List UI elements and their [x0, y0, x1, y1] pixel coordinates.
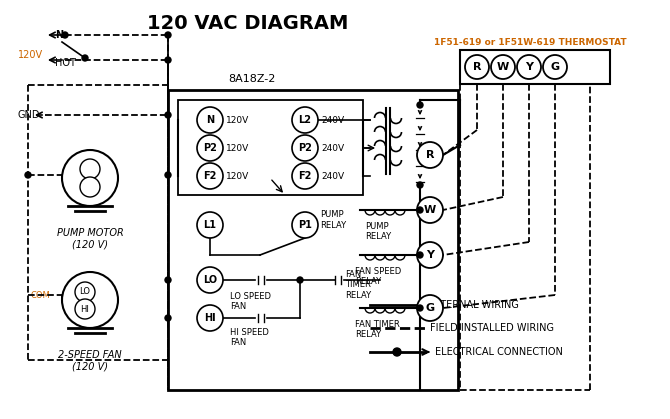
Text: L2: L2 — [299, 115, 312, 125]
Circle shape — [417, 295, 443, 321]
Text: W: W — [424, 205, 436, 215]
Text: L1: L1 — [204, 220, 216, 230]
Circle shape — [543, 55, 567, 79]
Circle shape — [197, 212, 223, 238]
Circle shape — [417, 242, 443, 268]
Text: FIELD INSTALLED WIRING: FIELD INSTALLED WIRING — [430, 323, 554, 333]
Text: 120V: 120V — [226, 171, 249, 181]
Circle shape — [417, 207, 423, 213]
Text: R: R — [473, 62, 481, 72]
Circle shape — [75, 299, 95, 319]
Circle shape — [62, 150, 118, 206]
Circle shape — [393, 348, 401, 356]
Circle shape — [197, 135, 223, 161]
Circle shape — [491, 55, 515, 79]
Text: N: N — [55, 30, 63, 40]
Text: FAN
TIMER
RELAY: FAN TIMER RELAY — [345, 270, 371, 300]
Circle shape — [292, 212, 318, 238]
Circle shape — [417, 305, 423, 311]
Text: G: G — [551, 62, 559, 72]
Text: PUMP MOTOR
(120 V): PUMP MOTOR (120 V) — [57, 228, 123, 250]
Circle shape — [165, 315, 171, 321]
Circle shape — [62, 32, 68, 38]
Circle shape — [197, 163, 223, 189]
Text: PUMP
RELAY: PUMP RELAY — [320, 210, 346, 230]
Text: 120V: 120V — [226, 143, 249, 153]
Text: F2: F2 — [298, 171, 312, 181]
Text: 2-SPEED FAN
(120 V): 2-SPEED FAN (120 V) — [58, 350, 122, 372]
Text: HI: HI — [204, 313, 216, 323]
Text: LO: LO — [203, 275, 217, 285]
Text: F2: F2 — [203, 171, 216, 181]
Circle shape — [292, 107, 318, 133]
Circle shape — [197, 305, 223, 331]
Circle shape — [292, 163, 318, 189]
Text: 240V: 240V — [321, 171, 344, 181]
Bar — [460, 50, 610, 84]
Text: INTERNAL WIRING: INTERNAL WIRING — [430, 300, 519, 310]
Text: 1F51-619 or 1F51W-619 THERMOSTAT: 1F51-619 or 1F51W-619 THERMOSTAT — [433, 38, 626, 47]
Bar — [168, 90, 458, 390]
Text: 240V: 240V — [321, 116, 344, 124]
Circle shape — [80, 177, 100, 197]
Text: ELECTRICAL CONNECTION: ELECTRICAL CONNECTION — [435, 347, 563, 357]
Text: Y: Y — [525, 62, 533, 72]
Circle shape — [80, 159, 100, 179]
Text: R: R — [425, 150, 434, 160]
Circle shape — [165, 112, 171, 118]
Text: COM: COM — [30, 290, 50, 300]
Text: 120V: 120V — [18, 50, 43, 60]
Text: P1: P1 — [298, 220, 312, 230]
Circle shape — [465, 55, 489, 79]
Circle shape — [517, 55, 541, 79]
Circle shape — [75, 282, 95, 302]
Text: 120 VAC DIAGRAM: 120 VAC DIAGRAM — [147, 14, 348, 33]
Circle shape — [165, 57, 171, 63]
Circle shape — [417, 142, 443, 168]
Text: HOT: HOT — [55, 58, 76, 68]
Text: PUMP
RELAY: PUMP RELAY — [365, 222, 391, 241]
Circle shape — [62, 272, 118, 328]
Text: 240V: 240V — [321, 143, 344, 153]
Circle shape — [292, 135, 318, 161]
Text: Y: Y — [426, 250, 434, 260]
Text: 120V: 120V — [226, 116, 249, 124]
Circle shape — [165, 172, 171, 178]
Circle shape — [417, 197, 443, 223]
Text: GND: GND — [18, 110, 40, 120]
Circle shape — [25, 172, 31, 178]
Circle shape — [165, 32, 171, 38]
Text: P2: P2 — [298, 143, 312, 153]
Text: P2: P2 — [203, 143, 217, 153]
Text: HI: HI — [80, 305, 89, 313]
Text: LO: LO — [80, 287, 90, 297]
Circle shape — [417, 182, 423, 188]
Circle shape — [297, 277, 303, 283]
Circle shape — [417, 252, 423, 258]
Circle shape — [197, 107, 223, 133]
Text: N: N — [206, 115, 214, 125]
Text: G: G — [425, 303, 435, 313]
Circle shape — [82, 55, 88, 61]
Text: FAN TIMER
RELAY: FAN TIMER RELAY — [355, 320, 400, 339]
Text: W: W — [497, 62, 509, 72]
Circle shape — [165, 277, 171, 283]
Bar — [178, 100, 363, 195]
Text: FAN SPEED
RELAY: FAN SPEED RELAY — [355, 267, 401, 287]
Text: HI SPEED
FAN: HI SPEED FAN — [230, 328, 269, 347]
Text: 8A18Z-2: 8A18Z-2 — [228, 74, 275, 84]
Text: LO SPEED
FAN: LO SPEED FAN — [230, 292, 271, 311]
Circle shape — [417, 102, 423, 108]
Circle shape — [197, 267, 223, 293]
